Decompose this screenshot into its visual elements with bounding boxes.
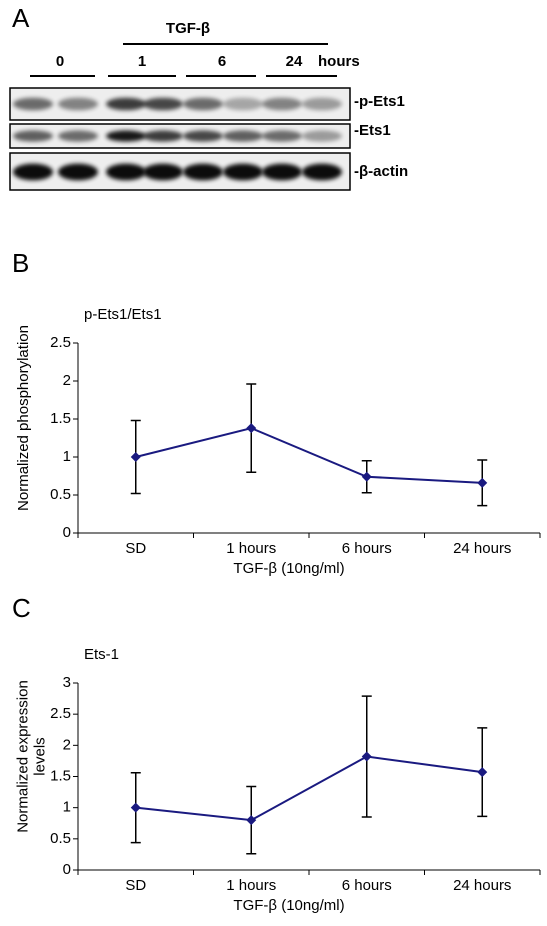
band (302, 164, 342, 181)
panel-letter: B (12, 248, 29, 278)
band (183, 130, 223, 141)
band (223, 164, 263, 181)
band (143, 130, 183, 141)
x-tick-label: 24 hours (453, 540, 511, 557)
y-tick-label: 1 (63, 448, 71, 465)
y-tick-label: 1 (63, 799, 71, 816)
marker (131, 803, 141, 813)
y-axis-label: levels (31, 737, 48, 775)
y-tick-label: 0.5 (50, 486, 71, 503)
band (106, 98, 146, 111)
x-tick-label: 1 hours (226, 877, 276, 894)
band (262, 130, 302, 141)
data-line (136, 428, 483, 483)
x-tick-label: 6 hours (342, 877, 392, 894)
band (13, 130, 53, 141)
lane-label: 6 (218, 53, 226, 70)
band (183, 164, 223, 181)
lane-label: 1 (138, 53, 146, 70)
x-axis-label: TGF-β (10ng/ml) (233, 897, 344, 914)
y-axis-label: Normalized phosphorylation (15, 325, 32, 511)
band (58, 98, 98, 111)
marker (246, 423, 256, 433)
chart-title: p-Ets1/Ets1 (84, 306, 162, 323)
y-tick-label: 2.5 (50, 705, 71, 722)
x-tick-label: SD (125, 540, 146, 557)
y-tick-label: 2 (63, 736, 71, 753)
panel-letter: A (12, 3, 30, 33)
panel-letter: C (12, 593, 31, 623)
data-line (136, 757, 483, 821)
band (58, 130, 98, 141)
y-tick-label: 1.5 (50, 767, 71, 784)
treatment-label: TGF-β (166, 20, 210, 37)
band (13, 98, 53, 111)
x-tick-label: 24 hours (453, 877, 511, 894)
band (223, 98, 263, 111)
band (13, 164, 53, 181)
band (183, 98, 223, 111)
x-axis-label: TGF-β (10ng/ml) (233, 560, 344, 577)
band (262, 98, 302, 111)
y-axis-label: Normalized expression (14, 680, 31, 833)
band (58, 164, 98, 181)
y-tick-label: 0 (63, 861, 71, 878)
marker (477, 767, 487, 777)
y-tick-label: 3 (63, 674, 71, 691)
band (262, 164, 302, 181)
row-label: -p-Ets1 (354, 93, 405, 110)
blot (10, 88, 350, 190)
y-tick-label: 2 (63, 372, 71, 389)
marker (246, 815, 256, 825)
row-label: -β-actin (354, 163, 408, 180)
chart-title: Ets-1 (84, 646, 119, 663)
lane-label: 0 (56, 53, 64, 70)
unit-label: hours (318, 53, 360, 70)
band (143, 164, 183, 181)
marker (362, 752, 372, 762)
y-tick-label: 0.5 (50, 830, 71, 847)
band (302, 130, 342, 141)
y-tick-label: 1.5 (50, 410, 71, 427)
x-tick-label: SD (125, 877, 146, 894)
marker (362, 472, 372, 482)
band (106, 164, 146, 181)
band (106, 130, 146, 141)
x-tick-label: 6 hours (342, 540, 392, 557)
band (223, 130, 263, 141)
band (302, 98, 342, 111)
lane-label: 24 (286, 53, 303, 70)
x-tick-label: 1 hours (226, 540, 276, 557)
band (143, 98, 183, 111)
row-label: -Ets1 (354, 122, 391, 139)
marker (477, 478, 487, 488)
marker (131, 452, 141, 462)
y-tick-label: 0 (63, 524, 71, 541)
figure: A TGF-β 0 1 6 24 hours -p-Ets1 -Ets1 -β-… (0, 0, 547, 926)
y-tick-label: 2.5 (50, 334, 71, 351)
